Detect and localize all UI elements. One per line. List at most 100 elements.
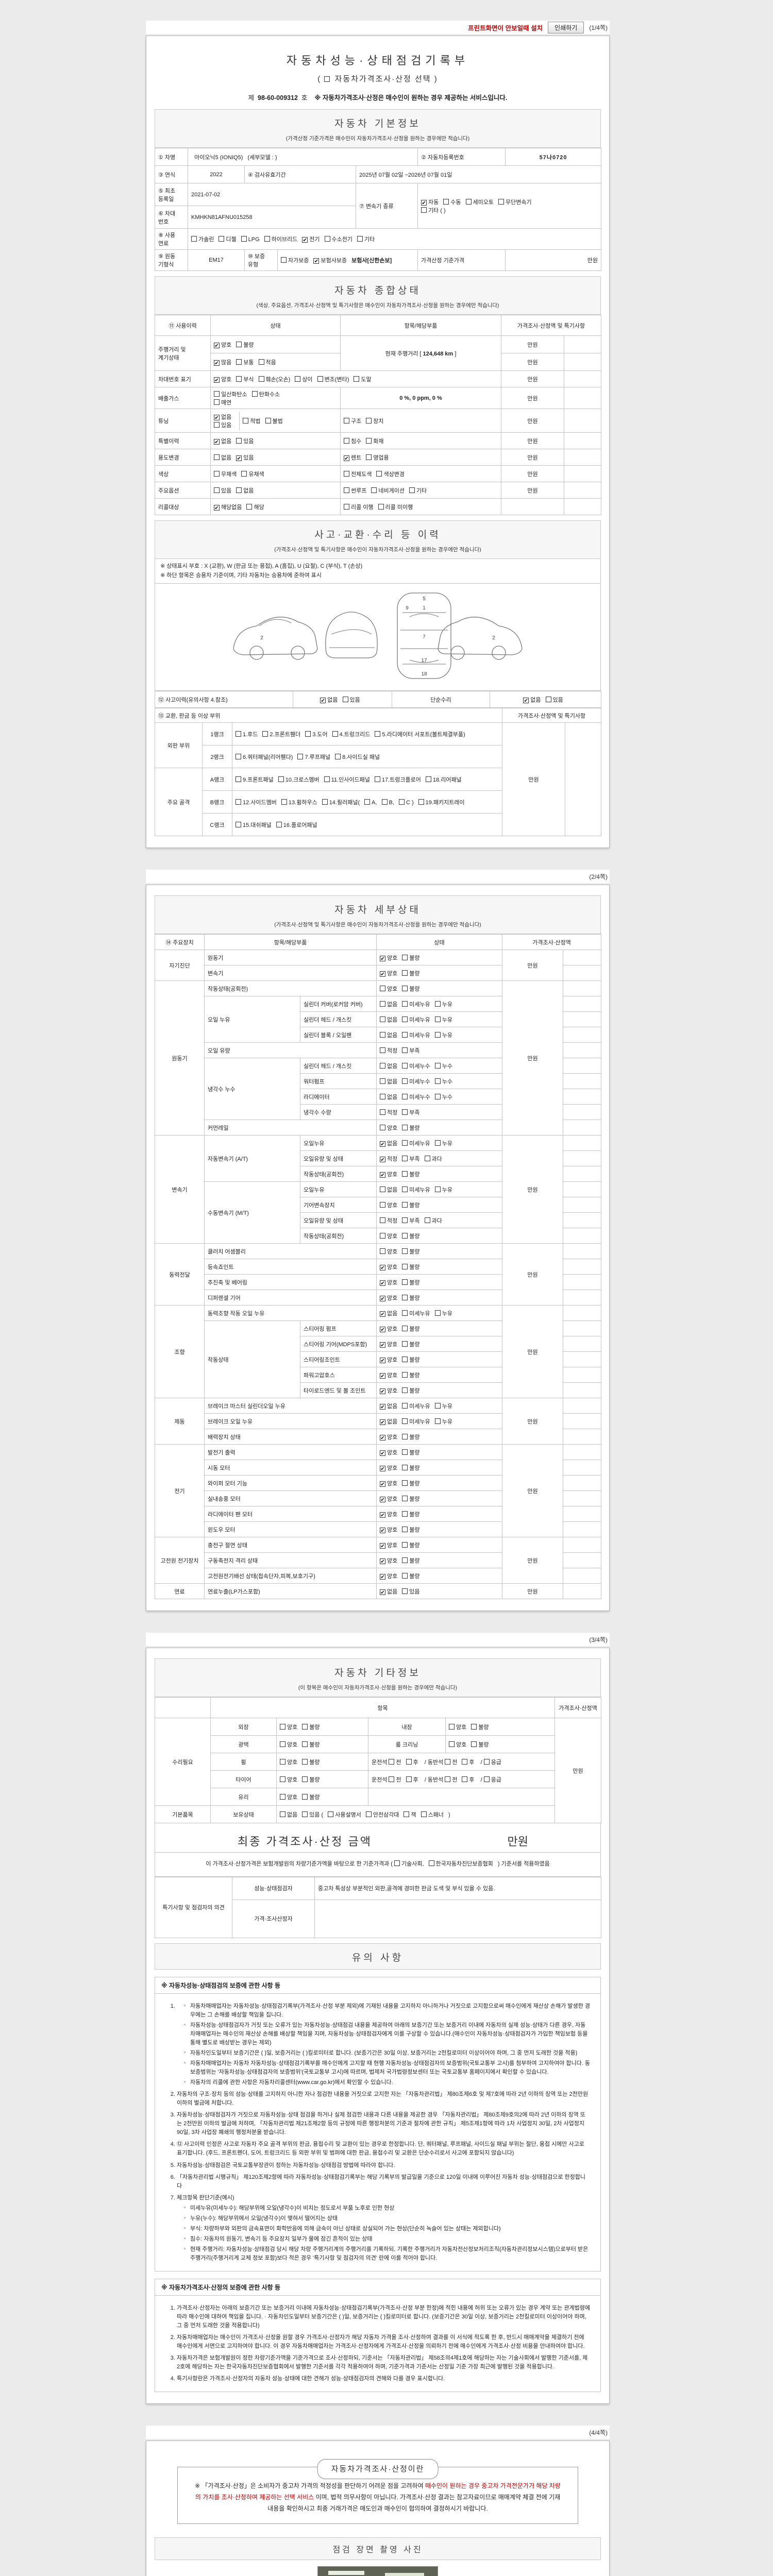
checkbox-option[interactable]: 불량 [402,1170,420,1178]
checkbox-option[interactable]: 12.사이드멤버 [236,798,277,806]
checkbox-option[interactable]: 4.트렁크리드 [332,730,370,738]
checkbox-option[interactable]: 장치 [366,417,384,425]
checkbox-unchecked[interactable] [324,76,330,82]
checkbox-option[interactable]: 적법 [243,417,261,425]
checkbox-option[interactable]: 영업용 [366,453,389,462]
checkbox-option[interactable]: ✔ 양호 [380,1496,398,1503]
checkbox-option[interactable]: 네비게이션 [371,486,405,495]
checkbox-option[interactable]: 적정 [380,1046,397,1055]
checkbox-option[interactable]: 없음 [280,1810,297,1819]
checkbox-option[interactable]: 하이브리드 [264,235,297,243]
checkbox-option[interactable]: 양호 [380,1124,397,1132]
checkbox-option[interactable]: 불량 [402,1325,420,1333]
checkbox-option[interactable]: ✔ 없음 [380,1418,398,1426]
checkbox-option[interactable]: 유채색 [241,470,264,478]
checkbox-option[interactable]: 6.쿼터패널(리어휀다) [236,753,293,761]
checkbox-option[interactable]: 불량 [236,341,254,349]
checkbox-option[interactable]: 14.필러패널( [322,798,360,806]
checkbox-option[interactable]: 미세누유 [402,1015,430,1024]
checkbox-option[interactable]: 누유 [434,1402,452,1410]
checkbox-option[interactable]: 없음 [380,1015,397,1024]
checkbox-option[interactable]: ✔ 양호 [380,1449,398,1456]
checkbox-option[interactable]: 상이 [295,375,313,383]
checkbox-option[interactable]: 적정 [380,1108,397,1116]
checkbox-option[interactable]: 기술사회, [394,1860,424,1869]
checkbox-option[interactable]: 있음 [236,437,254,445]
checkbox-option[interactable]: B, [381,799,394,806]
print-button[interactable]: 인쇄하기 [548,21,584,33]
checkbox-option[interactable]: 불량 [402,1464,420,1472]
checkbox-option[interactable]: 리콜 미이행 [378,503,413,511]
checkbox-option[interactable]: 불량 [302,1793,320,1801]
checkbox-option[interactable]: 매연 [214,398,231,406]
checkbox-option[interactable]: 3.도어 [305,730,328,738]
checkbox-option[interactable]: ✔ 렌트 [344,454,362,462]
checkbox-option[interactable]: 16.플로어패널 [276,821,317,829]
checkbox-option[interactable]: 없음 [236,486,254,495]
checkbox-option[interactable]: 미세누유 [402,1031,430,1039]
checkbox-option[interactable]: ✔ 양호 [380,1387,398,1395]
checkbox-option[interactable]: 적정 [380,1216,397,1225]
checkbox-option[interactable]: 누유 [434,1031,452,1039]
checkbox-option[interactable]: 전 [389,1775,401,1784]
checkbox-option[interactable]: 누수 [434,1062,452,1070]
checkbox-option[interactable]: 양호 [280,1740,297,1749]
checkbox-option[interactable]: 19.패키지트레이 [418,798,465,806]
checkbox-option[interactable]: LPG [241,236,260,243]
checkbox-option[interactable]: 불법 [265,417,283,425]
checkbox-option[interactable]: 양호 [380,1201,397,1209]
checkbox-option[interactable]: 구조 [344,417,361,425]
checkbox-option[interactable]: 있음 [214,486,231,495]
checkbox-option[interactable]: 5.라디에이터 서포트(볼트체결부품) [375,730,465,738]
checkbox-option[interactable]: 기타 [357,235,375,243]
checkbox-option[interactable]: ✔ 양호 [380,1527,398,1534]
checkbox-option[interactable]: 7.루프패널 [297,753,330,761]
checkbox-option[interactable]: 누유 [434,1139,452,1147]
checkbox-option[interactable]: 불량 [402,1247,420,1256]
checkbox-option[interactable]: 누유 [434,1000,452,1008]
checkbox-option[interactable]: 후 [406,1758,418,1766]
checkbox-option[interactable]: 불량 [402,1232,420,1240]
checkbox-option[interactable]: ✔ 적정 [380,1156,398,1163]
checkbox-option[interactable]: 양호 [449,1723,466,1731]
checkbox-option[interactable]: 11.인사이드패널 [324,775,370,784]
checkbox-option[interactable]: 불량 [402,1278,420,1286]
checkbox-option[interactable]: 침수 [344,437,361,445]
checkbox-option[interactable]: ✔ 양호 [380,1465,398,1472]
checkbox-option[interactable]: 불량 [402,1495,420,1503]
checkbox-option[interactable]: 안전삼각대 [365,1810,399,1819]
checkbox-option[interactable]: ✔ 양호 [380,1372,398,1379]
checkbox-option[interactable]: ✔ 전기 [302,236,320,243]
checkbox-option[interactable]: ✔ 없음 [380,1403,398,1410]
checkbox-option[interactable]: ✔ 양호 [380,970,398,977]
checkbox-option[interactable]: ✔ 양호 [380,1295,398,1302]
checkbox-option[interactable]: 있음 [402,1587,420,1596]
checkbox-option[interactable]: 15.대쉬패널 [236,821,272,829]
checkbox-option[interactable]: 무채색 [214,470,237,478]
checkbox-option[interactable]: ✔ 자동 [421,199,439,206]
checkbox-option[interactable]: 수동 [443,198,461,206]
checkbox-option[interactable]: 가솔린 [191,235,214,243]
checkbox-option[interactable]: 없음 [380,1000,397,1008]
checkbox-option[interactable]: 없음 [380,1093,397,1101]
checkbox-option[interactable]: 리콜 이행 [344,503,374,511]
checkbox-option[interactable]: 탄화수소 [251,390,280,398]
checkbox-option[interactable]: 불량 [402,1355,420,1364]
checkbox-option[interactable]: 미세누유 [402,1309,430,1317]
checkbox-option[interactable]: ✔ 없음 [523,697,541,704]
checkbox-option[interactable]: 변조(변타) [317,375,349,383]
checkbox-option[interactable]: 누유 [434,1185,452,1194]
checkbox-option[interactable]: 불량 [302,1740,320,1749]
checkbox-option[interactable]: 전 [389,1758,401,1766]
checkbox-option[interactable]: 누유 [434,1309,452,1317]
checkbox-option[interactable]: 전체도색 [344,470,372,478]
checkbox-option[interactable]: 미세누수 [402,1093,430,1101]
checkbox-option[interactable]: 후 [462,1758,475,1766]
checkbox-option[interactable]: ✔ 양호 [380,1511,398,1518]
checkbox-option[interactable]: 한국자동차진단보증협회 [428,1860,493,1869]
checkbox-option[interactable]: 없음 [214,453,231,462]
checkbox-option[interactable]: ✔ 양호 [380,1326,398,1333]
checkbox-option[interactable]: ✔ 없음 [320,697,338,704]
checkbox-option[interactable]: 18.리어패널 [425,775,462,784]
checkbox-option[interactable]: 과다 [424,1216,442,1225]
